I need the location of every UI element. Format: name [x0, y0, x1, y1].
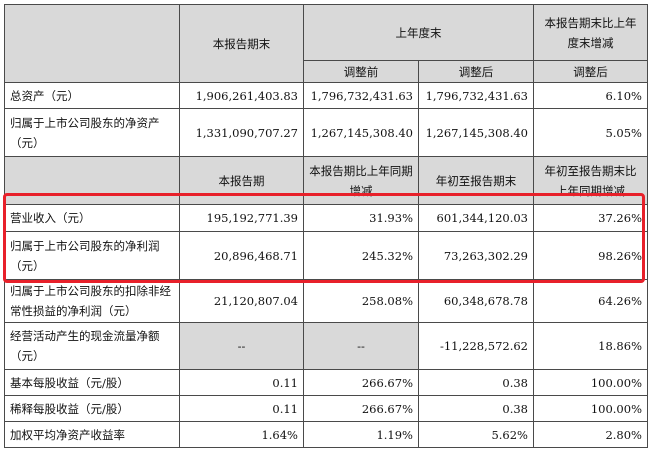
cell-value: 0.38: [418, 369, 534, 396]
cell-value: 245.32%: [303, 231, 419, 280]
cell-value: 2.80%: [533, 421, 648, 448]
cell-value: 1,906,261,403.83: [179, 82, 304, 109]
header-ytd: 年初至报告期末: [418, 156, 534, 205]
cell-value: 18.86%: [533, 322, 648, 370]
row-label: 营业收入（元）: [4, 204, 180, 232]
cell-value: 20,896,468.71: [179, 231, 304, 280]
table-row: 总资产（元） 1,906,261,403.83 1,796,732,431.63…: [4, 82, 648, 109]
cell-value: 0.38: [418, 395, 534, 422]
cell-value: 73,263,302.29: [418, 231, 534, 280]
cell-value: 37.26%: [533, 204, 648, 232]
cell-value: 258.08%: [303, 279, 419, 323]
cell-value: 1,267,145,308.40: [418, 108, 534, 157]
row-label: 加权平均净资产收益率: [4, 421, 180, 448]
header-change: 本报告期末比上年度末增减: [533, 4, 648, 61]
cell-value: 1.64%: [179, 421, 304, 448]
table-row: 归属于上市公司股东的净资产（元） 1,331,090,707.27 1,267,…: [4, 108, 648, 157]
cell-value: 0.11: [179, 369, 304, 396]
cell-value: 100.00%: [533, 369, 648, 396]
cell-value: 1,796,732,431.63: [303, 82, 419, 109]
cell-value: 31.93%: [303, 204, 419, 232]
header-current-period: 本报告期: [179, 156, 304, 205]
cell-value: 266.67%: [303, 369, 419, 396]
table-row: 归属于上市公司股东的扣除非经常性损益的净利润（元） 21,120,807.04 …: [4, 279, 648, 323]
table-row: 基本每股收益（元/股） 0.11 266.67% 0.38 100.00%: [4, 369, 648, 396]
cell-value: 1.19%: [303, 421, 419, 448]
cell-value: -11,228,572.62: [418, 322, 534, 370]
cell-value: --: [179, 322, 304, 370]
cell-value: 5.62%: [418, 421, 534, 448]
table-row: 经营活动产生的现金流量净额（元） -- -- -11,228,572.62 18…: [4, 322, 648, 370]
header-after-adj: 调整后: [418, 60, 534, 83]
cell-value: 100.00%: [533, 395, 648, 422]
corner-cell-2: [4, 156, 180, 205]
header-after-adj-2: 调整后: [533, 60, 648, 83]
header-yoy-change: 本报告期比上年同期增减: [303, 156, 419, 205]
table-row: 稀释每股收益（元/股） 0.11 266.67% 0.38 100.00%: [4, 395, 648, 422]
row-label: 总资产（元）: [4, 82, 180, 109]
row-label: 经营活动产生的现金流量净额（元）: [4, 322, 180, 370]
cell-value: 21,120,807.04: [179, 279, 304, 323]
header-before-adj: 调整前: [303, 60, 419, 83]
table-row: 营业收入（元） 195,192,771.39 31.93% 601,344,12…: [4, 204, 648, 232]
row-label: 基本每股收益（元/股）: [4, 369, 180, 396]
row-label: 归属于上市公司股东的净资产（元）: [4, 108, 180, 157]
cell-value: 98.26%: [533, 231, 648, 280]
corner-cell: [4, 4, 180, 83]
cell-value: 195,192,771.39: [179, 204, 304, 232]
cell-value: 64.26%: [533, 279, 648, 323]
financial-data-table: 本报告期末 上年度末 本报告期末比上年度末增减 调整前 调整后 调整后 总资产（…: [4, 4, 648, 448]
cell-value: 1,267,145,308.40: [303, 108, 419, 157]
row-label: 稀释每股收益（元/股）: [4, 395, 180, 422]
cell-value: 6.10%: [533, 82, 648, 109]
cell-value: 1,796,732,431.63: [418, 82, 534, 109]
cell-value: 5.05%: [533, 108, 648, 157]
table-row: 加权平均净资产收益率 1.64% 1.19% 5.62% 2.80%: [4, 421, 648, 448]
header-prev-year-end: 上年度末: [303, 4, 534, 61]
row-label: 归属于上市公司股东的净利润（元）: [4, 231, 180, 280]
row-label: 归属于上市公司股东的扣除非经常性损益的净利润（元）: [4, 279, 180, 323]
cell-value: 60,348,678.78: [418, 279, 534, 323]
cell-value: 601,344,120.03: [418, 204, 534, 232]
cell-value: 266.67%: [303, 395, 419, 422]
cell-value: 0.11: [179, 395, 304, 422]
header-current-end: 本报告期末: [179, 4, 304, 83]
table-row: 归属于上市公司股东的净利润（元） 20,896,468.71 245.32% 7…: [4, 231, 648, 280]
cell-value: --: [303, 322, 419, 370]
cell-value: 1,331,090,707.27: [179, 108, 304, 157]
header-ytd-change: 年初至报告期末比上年同期增减: [533, 156, 648, 205]
